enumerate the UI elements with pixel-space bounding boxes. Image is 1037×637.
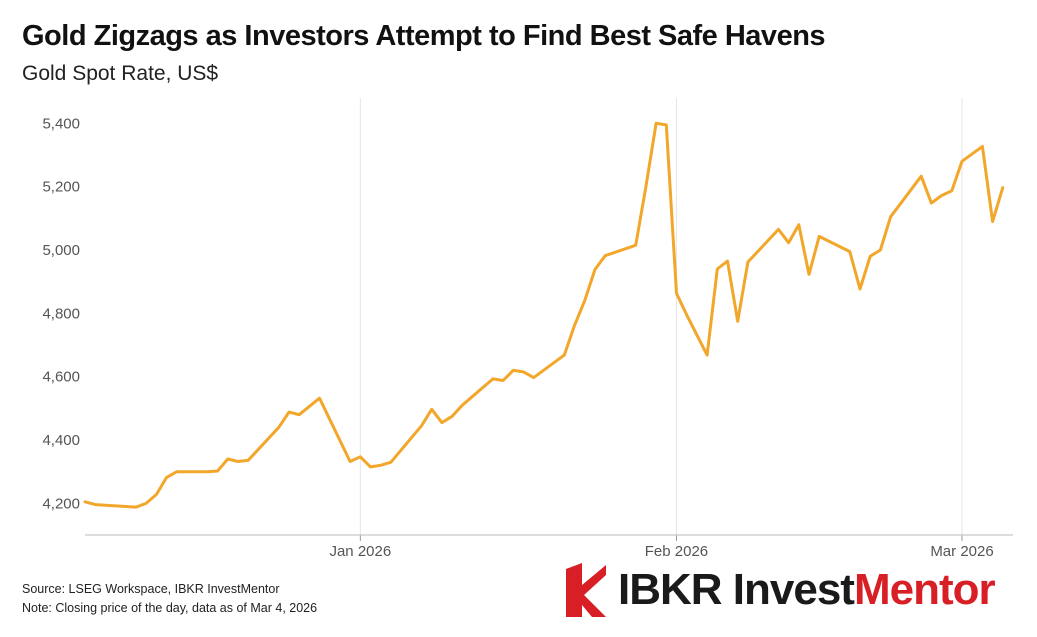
y-tick-label: 4,200	[42, 495, 80, 512]
chart-title: Gold Zigzags as Investors Attempt to Fin…	[22, 20, 826, 52]
brand-name-mentor: Mentor	[853, 565, 996, 614]
source-note: Source: LSEG Workspace, IBKR InvestMento…	[22, 582, 280, 596]
ibkr-red-arrow-icon	[566, 563, 606, 617]
y-tick-label: 5,000	[42, 242, 80, 259]
brand-logo: IBKR InvestMentor	[562, 560, 996, 620]
y-tick-label: 4,400	[42, 432, 80, 449]
y-tick-label: 4,800	[42, 305, 80, 322]
brand-name-invest: IBKR Invest	[618, 565, 855, 614]
x-tick-label: Mar 2026	[930, 543, 993, 560]
x-tick-label: Feb 2026	[645, 543, 708, 560]
y-tick-label: 4,600	[42, 369, 80, 386]
x-tick-label: Jan 2026	[329, 543, 391, 560]
data-note: Note: Closing price of the day, data as …	[22, 601, 318, 615]
chart-subtitle: Gold Spot Rate, US$	[22, 62, 219, 85]
y-tick-label: 5,200	[42, 179, 80, 196]
y-tick-label: 5,400	[42, 115, 80, 132]
gold-price-line	[83, 121, 1005, 509]
